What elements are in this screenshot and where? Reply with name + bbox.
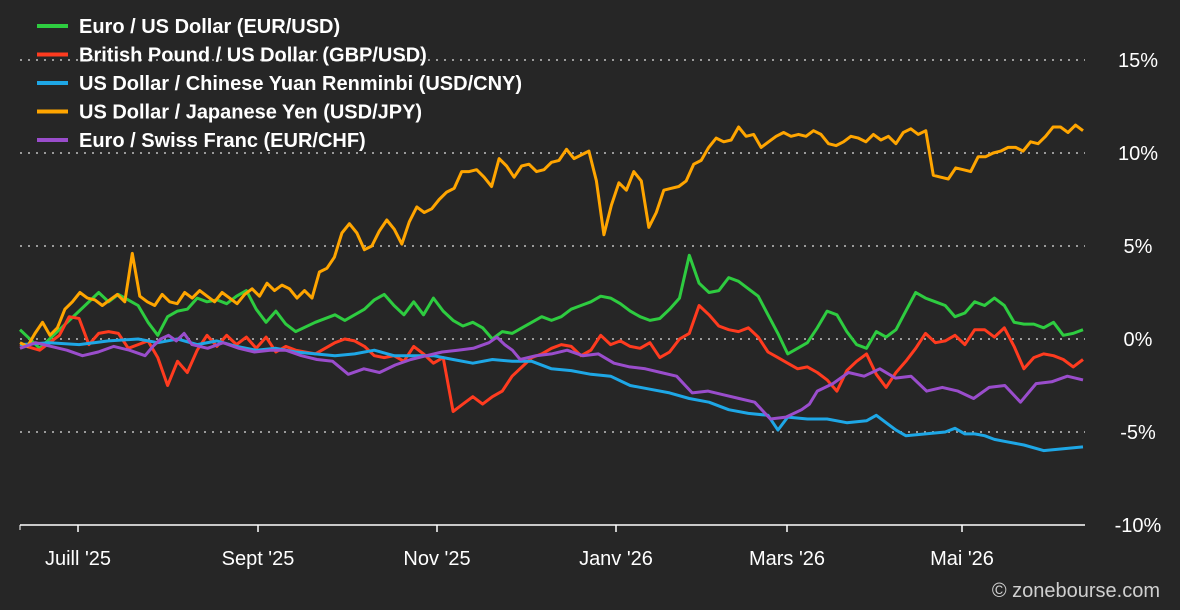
x-tick-label: Juill '25	[45, 548, 111, 570]
series-lines	[18, 123, 1084, 453]
y-tick-label: 15%	[1118, 50, 1158, 72]
credit-text: © zonebourse.com	[992, 580, 1160, 602]
y-axis-ticks: 15% 10% 5% 0% -5% -10%	[1115, 50, 1162, 537]
legend-label: US Dollar / Chinese Yuan Renminbi (USD/C…	[79, 73, 522, 95]
legend: Euro / US Dollar (EUR/USD) British Pound …	[37, 16, 522, 152]
series-line-3	[19, 123, 1084, 348]
x-axis-ticks: Juill '25 Sept '25 Nov '25 Janv '26 Mars '26…	[45, 525, 994, 570]
x-tick-label: Mai '26	[930, 548, 994, 570]
x-tick-label: Janv '26	[579, 548, 653, 570]
y-tick-label: -10%	[1115, 515, 1162, 537]
y-tick-label: 5%	[1124, 236, 1153, 258]
legend-label: British Pound / US Dollar (GBP/USD)	[79, 45, 427, 67]
series-line-2	[19, 337, 1084, 453]
x-tick-label: Nov '25	[403, 548, 470, 570]
gridlines	[20, 59, 1085, 433]
legend-label: US Dollar / Japanese Yen (USD/JPY)	[79, 102, 422, 124]
x-tick-label: Mars '26	[749, 548, 825, 570]
axes	[19, 524, 1085, 530]
y-tick-label: 10%	[1118, 143, 1158, 165]
series-line-1	[19, 304, 1084, 413]
x-tick-label: Sept '25	[222, 548, 295, 570]
y-tick-label: -5%	[1120, 422, 1156, 444]
legend-label: Euro / Swiss Franc (EUR/CHF)	[79, 130, 366, 152]
series-line-4	[19, 331, 1084, 421]
series-line-0	[18, 253, 1084, 356]
legend-label: Euro / US Dollar (EUR/USD)	[79, 16, 340, 38]
y-tick-label: 0%	[1124, 329, 1153, 351]
